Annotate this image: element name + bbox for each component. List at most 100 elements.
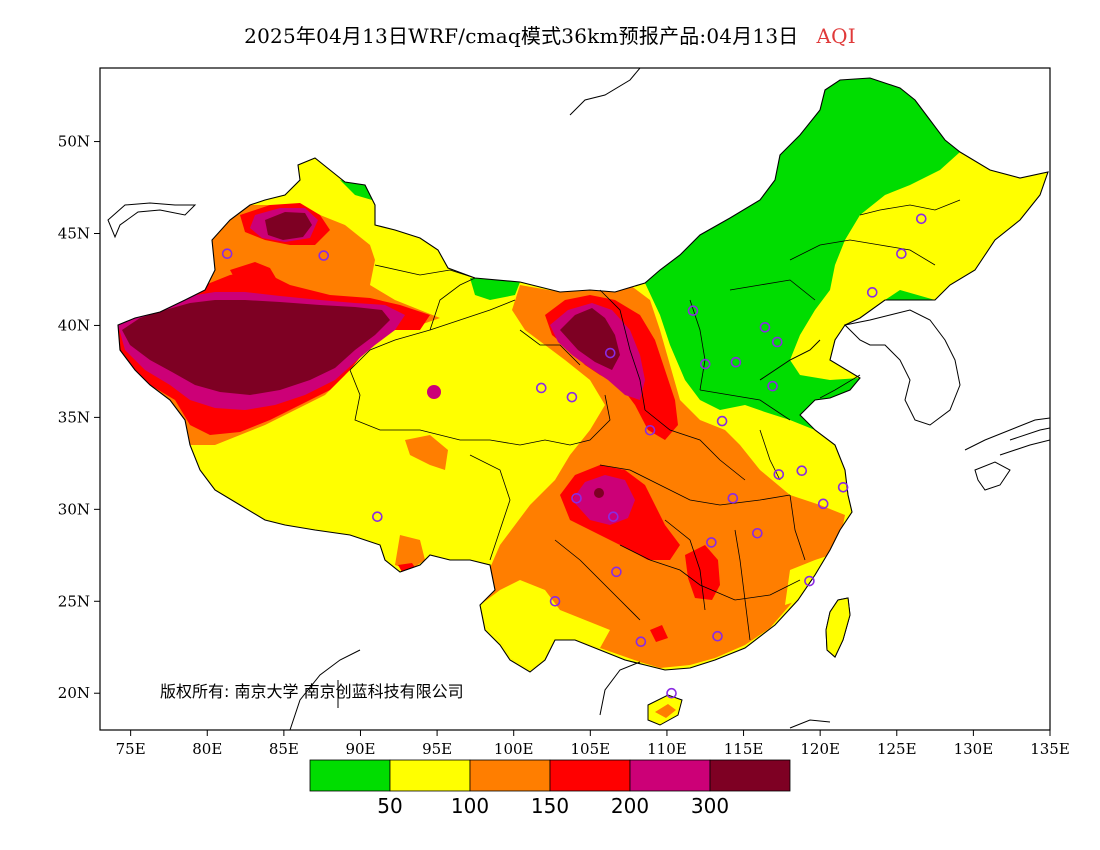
colorbar-swatch — [389, 759, 471, 792]
station-marker — [706, 537, 717, 548]
colorbar-label: 200 — [611, 794, 649, 818]
station-marker — [566, 391, 578, 403]
aqi-unhealthy-guangxi-spot — [650, 625, 668, 642]
lat-tick-label: 20N — [58, 684, 90, 702]
map-title: 2025年04月13日WRF/cmaq模式36km预报产品:04月13日 AQI — [0, 20, 1100, 49]
colorbar-swatch — [629, 759, 711, 792]
station-marker — [571, 492, 582, 504]
aqi-very-unhealthy-sichuan — [572, 475, 635, 525]
colorbar-swatch — [549, 759, 631, 792]
lat-tick-label: 30N — [58, 500, 90, 518]
philippines-coastline — [789, 719, 831, 729]
boundary-jilin — [789, 239, 936, 266]
aqi-unhealthy-kashgar-north — [230, 262, 280, 292]
station-marker — [796, 465, 808, 477]
lat-tick-label: 35N — [58, 408, 90, 426]
lon-tick-label: 105E — [571, 740, 611, 758]
colorbar-label: 150 — [531, 794, 569, 818]
lon-tick-label: 80E — [192, 740, 222, 758]
aqi-moderate-yunnan — [480, 580, 610, 670]
aqi-good-gansu — [470, 278, 520, 300]
boundary-hubei — [599, 464, 791, 506]
lon-tick-label: 90E — [345, 740, 375, 758]
station-marker — [611, 566, 622, 578]
aqi-usg-tibet-south — [395, 535, 425, 570]
station-marker — [318, 250, 330, 261]
lon-tick-label: 75E — [116, 740, 146, 758]
bohai-coastline — [759, 339, 821, 381]
boundary-gansu-west — [429, 277, 476, 331]
vietnam-coastline — [599, 661, 641, 716]
boundary-jiangxi — [734, 529, 751, 641]
station-marker — [752, 527, 763, 539]
aqi-moderate-fujian — [785, 555, 830, 605]
station-marker — [817, 498, 829, 510]
indochina-coastline — [289, 649, 361, 730]
station-marker — [837, 481, 849, 493]
station-marker — [712, 630, 723, 642]
korea-coastline — [843, 309, 961, 426]
baikal-coastline — [569, 68, 641, 116]
station-marker — [699, 358, 711, 370]
station-marker — [727, 492, 739, 504]
lon-tick-label: 95E — [422, 740, 452, 758]
aqi-usg-central — [480, 285, 845, 670]
station-marker — [221, 248, 233, 260]
boundary-xinjiang-gansu — [374, 264, 476, 279]
aqi-hazardous-ordos — [560, 308, 620, 370]
station-marker — [644, 424, 656, 436]
aqi-very-unhealthy-qinghai-spot — [427, 385, 441, 399]
boundary-ningxia — [519, 329, 581, 366]
lat-tick-label: 50N — [58, 133, 90, 151]
station-marker — [716, 415, 728, 427]
lon-tick-label: 110E — [647, 740, 687, 758]
boundary-guizhou — [554, 539, 641, 621]
lon-tick-label: 100E — [494, 740, 534, 758]
aqi-unhealthy-hunan — [685, 545, 720, 600]
boundary-hunan — [664, 519, 706, 611]
boundary-shaanxi-shanxi — [599, 289, 646, 411]
boundary-sichuan-tibet — [469, 454, 511, 561]
colorbar-label: 300 — [691, 794, 729, 818]
station-marker — [604, 347, 616, 359]
boundary-shandong — [699, 389, 791, 421]
colorbar-swatch — [309, 759, 391, 792]
latitude-axis: 20N 25N 30N 35N 40N 45N 50N — [58, 133, 100, 702]
aqi-good-band — [885, 290, 935, 300]
station-marker — [687, 305, 699, 317]
station-marker — [915, 213, 927, 225]
station-marker — [608, 511, 619, 522]
aqi-hazardous-sichuan-spot — [594, 488, 604, 498]
station-marker — [773, 469, 785, 480]
aqi-fill — [118, 78, 1048, 672]
boundary-anhui — [759, 429, 781, 481]
lon-tick-label: 115E — [724, 740, 764, 758]
station-marker — [535, 382, 547, 394]
station-marker — [372, 511, 383, 522]
province-boundaries — [349, 199, 961, 641]
boundary-henan — [644, 409, 746, 481]
station-marker — [730, 356, 742, 368]
shandong-coastline — [819, 374, 861, 399]
boundary-gansu-sichuan — [519, 394, 611, 446]
colorbar-swatch — [469, 759, 551, 792]
colorbar-label: 100 — [451, 794, 489, 818]
boundary-guangdong — [619, 544, 801, 601]
boundary-zhejiang — [789, 494, 806, 561]
station-marker — [804, 575, 815, 587]
lat-tick-label: 40N — [58, 316, 90, 334]
lon-tick-label: 85E — [269, 740, 299, 758]
station-markers — [221, 213, 927, 699]
japan-coastline — [964, 417, 1050, 491]
title-text: 2025年04月13日WRF/cmaq模式36km预报产品:04月13日 — [244, 24, 799, 48]
boundary-nei-mongol — [729, 279, 816, 301]
balkhash-coastline — [107, 202, 197, 239]
lon-tick-label: 125E — [877, 740, 917, 758]
station-marker — [759, 321, 771, 333]
taiwan-fill — [825, 597, 851, 658]
longitude-axis: 75E 80E 85E 90E 95E 100E 105E 110E 115E 120E 125E 1… — [116, 730, 1070, 758]
lon-tick-label: 120E — [800, 740, 840, 758]
copyright-text: 版权所有: 南京大学 南京创蓝科技有限公司 — [160, 682, 464, 701]
boundary-tibet-qinghai — [349, 369, 521, 446]
colorbar-label: 50 — [377, 794, 402, 818]
